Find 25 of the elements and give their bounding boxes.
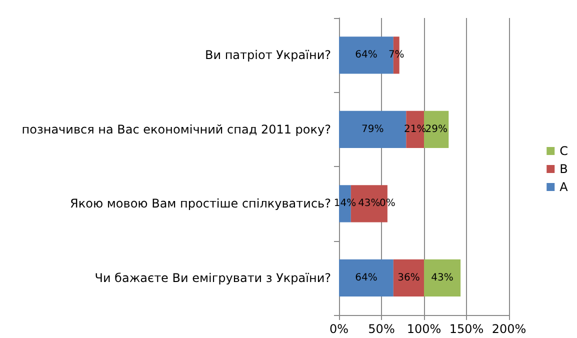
x-tick-label: 50%: [368, 322, 395, 336]
legend-label: C: [560, 144, 568, 158]
data-label: 79%: [361, 124, 384, 135]
bar: [339, 259, 394, 296]
data-label: 29%: [425, 124, 448, 135]
legend-label: B: [560, 162, 568, 176]
data-label: 36%: [398, 272, 420, 284]
y-tick-label: Ви патріот України?: [204, 48, 331, 62]
data-label: 7%: [388, 50, 404, 61]
y-tick-label: Чи бажаєте Ви емігрувати з України?: [94, 270, 331, 285]
data-label: 0%: [380, 198, 396, 210]
bar: [339, 110, 406, 148]
y-tick-label: Якою мовою Вам простіше спілкуватись?: [70, 196, 331, 211]
data-label: 43%: [431, 272, 454, 284]
data-label: 64%: [355, 50, 378, 61]
x-tick-label: 100%: [406, 322, 442, 336]
y-tick-label: позначився на Вас економічний спад 2011 року?: [22, 122, 331, 136]
x-tick-label: 0%: [329, 322, 349, 336]
x-tick-label: 200%: [492, 322, 526, 336]
bar: [393, 259, 424, 296]
bar: [424, 259, 461, 296]
x-tick-label: 150%: [449, 322, 484, 336]
data-label: 43%: [358, 198, 380, 210]
data-label: 64%: [355, 272, 378, 284]
legend-label: A: [560, 180, 569, 194]
